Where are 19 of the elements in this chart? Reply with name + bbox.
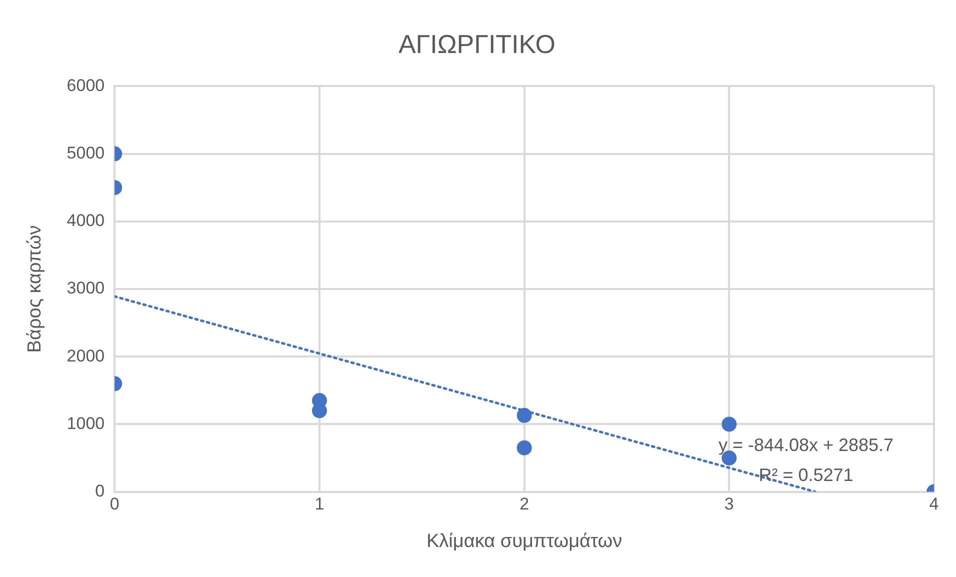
- y-tick-label: 3000: [66, 278, 105, 298]
- y-tick-label: 0: [95, 481, 105, 500]
- x-axis-title: Κλίμακα συμπτωμάτων: [426, 530, 622, 552]
- x-tick-label: 1: [314, 494, 324, 514]
- chart-title: ΑΓΙΩΡΓΙΤΙΚΟ: [398, 28, 556, 59]
- point: [516, 440, 532, 456]
- point: [722, 416, 737, 432]
- annotation: y = -844.08x + 2885.7: [718, 434, 894, 455]
- y-tick-label: 4000: [66, 211, 105, 230]
- point: [516, 408, 532, 423]
- x-tick-label: 0: [110, 494, 120, 514]
- y-tick-label: 5000: [66, 143, 105, 162]
- y-axis-title: Βάρος καρπών: [24, 225, 46, 353]
- x-tick-label: 4: [929, 494, 939, 514]
- y-tick-label: 6000: [66, 76, 105, 95]
- y-tick-label: 1000: [66, 414, 105, 433]
- x-tick-label: 2: [520, 494, 530, 514]
- x-tick-label: 3: [724, 494, 734, 514]
- y-tick-label: 2000: [66, 346, 105, 366]
